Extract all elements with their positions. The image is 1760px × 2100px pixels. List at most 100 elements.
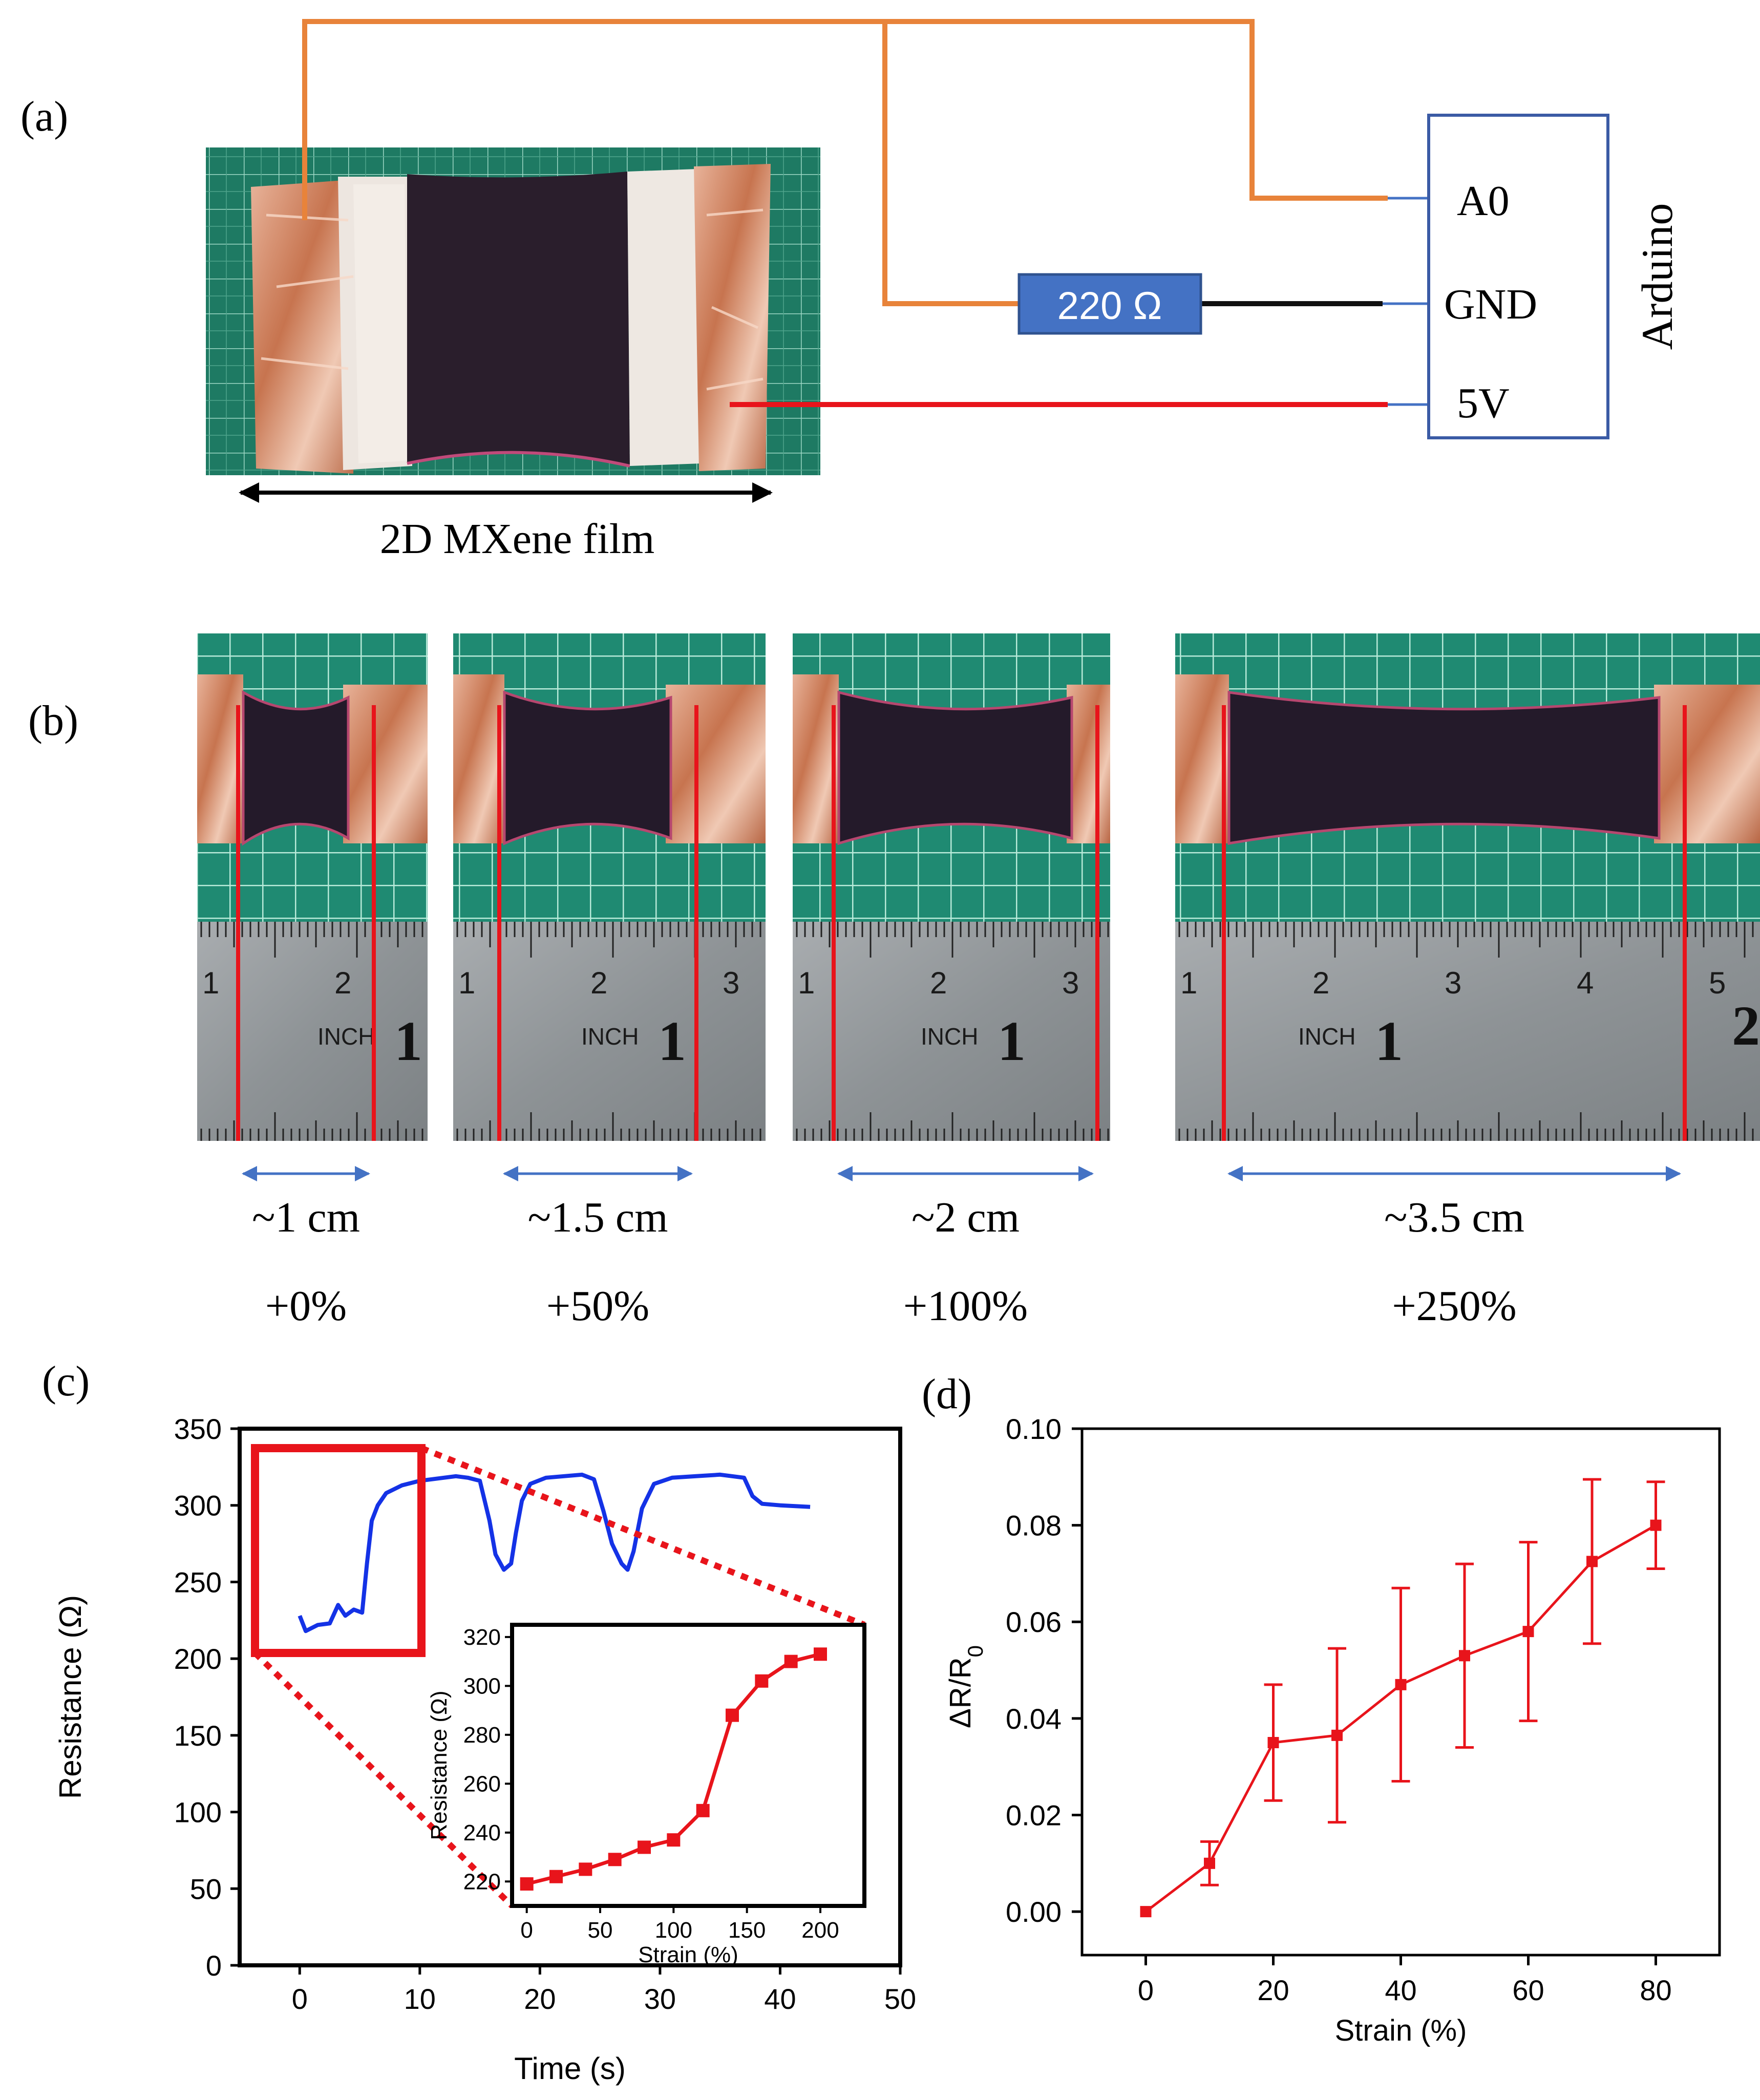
inset-point — [638, 1840, 651, 1854]
panel-c-label: (c) — [42, 1357, 90, 1405]
y-tick-label: 0.08 — [1006, 1510, 1062, 1542]
strain-label: +0% — [265, 1282, 347, 1330]
ruler-number: 5 — [1709, 966, 1726, 1000]
panel-d-label: (d) — [922, 1370, 972, 1418]
inset-point — [667, 1833, 681, 1847]
mxene-film — [1227, 691, 1661, 845]
film-caption: 2D MXene film — [380, 515, 655, 563]
inset-x-tick-label: 100 — [655, 1918, 692, 1943]
copper-tab-left — [1175, 674, 1229, 843]
ruler-number: 2 — [590, 966, 607, 1000]
y-tick-label: 50 — [190, 1873, 222, 1905]
ruler-inch-digit: 1 — [1375, 1010, 1403, 1072]
copper-tab-left — [793, 674, 839, 843]
ruler-inch-label: INCH — [921, 1023, 978, 1050]
stretch-photo-0: 1 2 INCH 1 — [197, 633, 428, 1141]
y-tick-label: 150 — [174, 1720, 222, 1752]
x-axis-title: Strain (%) — [1335, 2014, 1467, 2047]
inset-point — [726, 1708, 739, 1722]
mxene-film — [242, 690, 350, 846]
copper-tab-right — [343, 685, 428, 843]
x-tick-label: 40 — [764, 1983, 796, 2015]
data-point — [1586, 1556, 1598, 1567]
length-label: ~1.5 cm — [527, 1194, 668, 1241]
ruler-number: 3 — [723, 966, 739, 1000]
mxene-film — [837, 690, 1073, 845]
stretch-photo-2: 1 2 3 INCH 1 — [793, 633, 1110, 1141]
ruler-number: 3 — [1445, 966, 1461, 1000]
inset-y-tick-label: 260 — [463, 1771, 501, 1796]
inset-y-tick-label: 300 — [463, 1673, 501, 1699]
x-tick-label: 40 — [1385, 1974, 1416, 2006]
x-tick-label: 30 — [644, 1983, 676, 2015]
panel-c: (c) 0 10 20 30 40 50 0 50 100 150 200 250 300 350 Time… — [42, 1357, 916, 2086]
x-tick-label: 60 — [1512, 1974, 1544, 2006]
inset-y-tick-label: 320 — [463, 1625, 501, 1650]
inset-point — [520, 1877, 534, 1891]
inset-x-tick-label: 0 — [520, 1918, 533, 1943]
copper-tab-left — [453, 674, 504, 843]
ruler-inch-label: INCH — [317, 1023, 375, 1050]
inset-point — [755, 1674, 769, 1688]
y-tick-label: 300 — [174, 1490, 222, 1522]
x-tick-label: 80 — [1640, 1974, 1671, 2006]
ruler-inch-digit: 1 — [394, 1010, 422, 1072]
x-tick-label: 50 — [884, 1983, 916, 2015]
y-tick-label: 100 — [174, 1796, 222, 1829]
data-point — [1459, 1650, 1470, 1662]
ruler-inch-digit: 2 — [1732, 994, 1760, 1057]
y-tick-label: 350 — [174, 1413, 222, 1445]
resistance-time-line — [298, 1472, 811, 1634]
stretch-photo-3: 1 2 3 4 5 INCH 1 2 — [1175, 633, 1760, 1141]
inset-x-tick-label: 200 — [801, 1918, 839, 1943]
data-point — [1140, 1906, 1152, 1918]
resistor-label: 220 Ω — [1057, 284, 1162, 328]
y-tick-label: 0.04 — [1006, 1703, 1062, 1735]
inset-y-axis-title: Resistance (Ω) — [427, 1690, 452, 1840]
pin-a0-label: A0 — [1457, 177, 1510, 225]
data-point — [1204, 1857, 1215, 1869]
ruler-number: 3 — [1062, 966, 1079, 1000]
inset-x-axis-title: Strain (%) — [638, 1942, 738, 1967]
data-point — [1267, 1737, 1279, 1749]
y-tick-label: 0.10 — [1006, 1413, 1062, 1445]
mxene-film — [503, 690, 672, 845]
strain-label: +100% — [903, 1282, 1028, 1330]
inset-x-tick-label: 50 — [588, 1918, 613, 1943]
x-axis-title: Time (s) — [514, 2051, 626, 2086]
ruler-inch-label: INCH — [581, 1023, 639, 1050]
copper-tab-right — [1067, 685, 1110, 843]
x-tick-label: 0 — [1138, 1974, 1154, 2006]
data-point — [1522, 1626, 1534, 1638]
length-label: ~2 cm — [911, 1194, 1020, 1241]
inset-point — [549, 1870, 563, 1883]
steel-ruler — [453, 922, 766, 1141]
inset-plot-frame — [510, 1623, 866, 1908]
ruler-number: 1 — [202, 966, 219, 1000]
panel-a-label: (a) — [20, 93, 68, 140]
inset-y-tick-label: 220 — [463, 1869, 501, 1894]
inset-y-tick-label: 240 — [463, 1820, 501, 1846]
strain-label: +250% — [1392, 1282, 1516, 1330]
panel-d: (d) 0 20 40 60 80 0.00 0.02 0.04 0.06 0.08 0.10 Str… — [922, 1370, 1721, 2047]
length-label: ~3.5 cm — [1384, 1194, 1524, 1241]
inset-point — [814, 1647, 827, 1661]
x-tick-label: 10 — [404, 1983, 436, 2015]
pin-gnd-label: GND — [1444, 281, 1537, 328]
y-axis-title: ΔR/R0 — [944, 1645, 987, 1728]
length-label: ~1 cm — [252, 1194, 360, 1241]
ruler-number: 4 — [1577, 966, 1594, 1000]
strain-label: +50% — [546, 1282, 649, 1330]
ruler-inch-label: INCH — [1298, 1023, 1355, 1050]
arduino-label: Arduino — [1632, 203, 1682, 350]
x-tick-label: 20 — [524, 1983, 556, 2015]
copper-tab-right — [666, 685, 766, 843]
data-point — [1395, 1679, 1407, 1690]
panel-b: (b) 1 2 INCH 1 1 2 3 INCH 1 1 2 3 INCH 1 1 2 3 4 5 INCH 1 2 ~… — [28, 633, 1760, 1330]
ruler-inch-digit: 1 — [658, 1010, 686, 1072]
steel-ruler — [793, 922, 1110, 1141]
ruler-number: 2 — [334, 966, 351, 1000]
y-tick-label: 0.00 — [1006, 1896, 1062, 1928]
x-tick-label: 0 — [292, 1983, 308, 2015]
y-tick-label: 0.06 — [1006, 1606, 1062, 1638]
